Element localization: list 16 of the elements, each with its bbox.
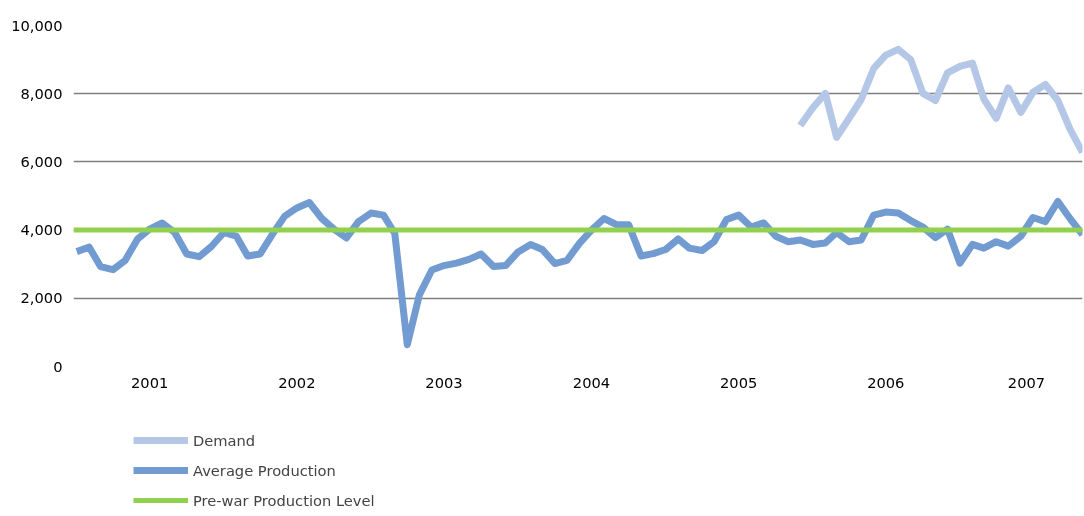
x-tick-label: 2001 xyxy=(131,373,169,391)
y-tick-label: 8,000 xyxy=(20,84,63,102)
x-tick-label: 2007 xyxy=(1007,373,1046,391)
y-tick-label: 2,000 xyxy=(20,289,63,307)
y-tick-label: 6,000 xyxy=(20,152,63,170)
legend-label: Average Production xyxy=(193,461,336,479)
y-tick-label: 4,000 xyxy=(20,221,63,239)
x-tick-label: 2005 xyxy=(719,373,758,391)
legend-label: Pre-war Production Level xyxy=(193,491,375,509)
x-tick-label: 2006 xyxy=(867,373,905,391)
y-tick-label: 10,000 xyxy=(11,16,63,34)
x-tick-label: 2002 xyxy=(278,373,316,391)
x-tick-label: 2003 xyxy=(425,373,463,391)
y-tick-label: 0 xyxy=(53,357,63,375)
legend-label: Demand xyxy=(193,431,256,449)
x-tick-label: 2004 xyxy=(572,373,611,391)
